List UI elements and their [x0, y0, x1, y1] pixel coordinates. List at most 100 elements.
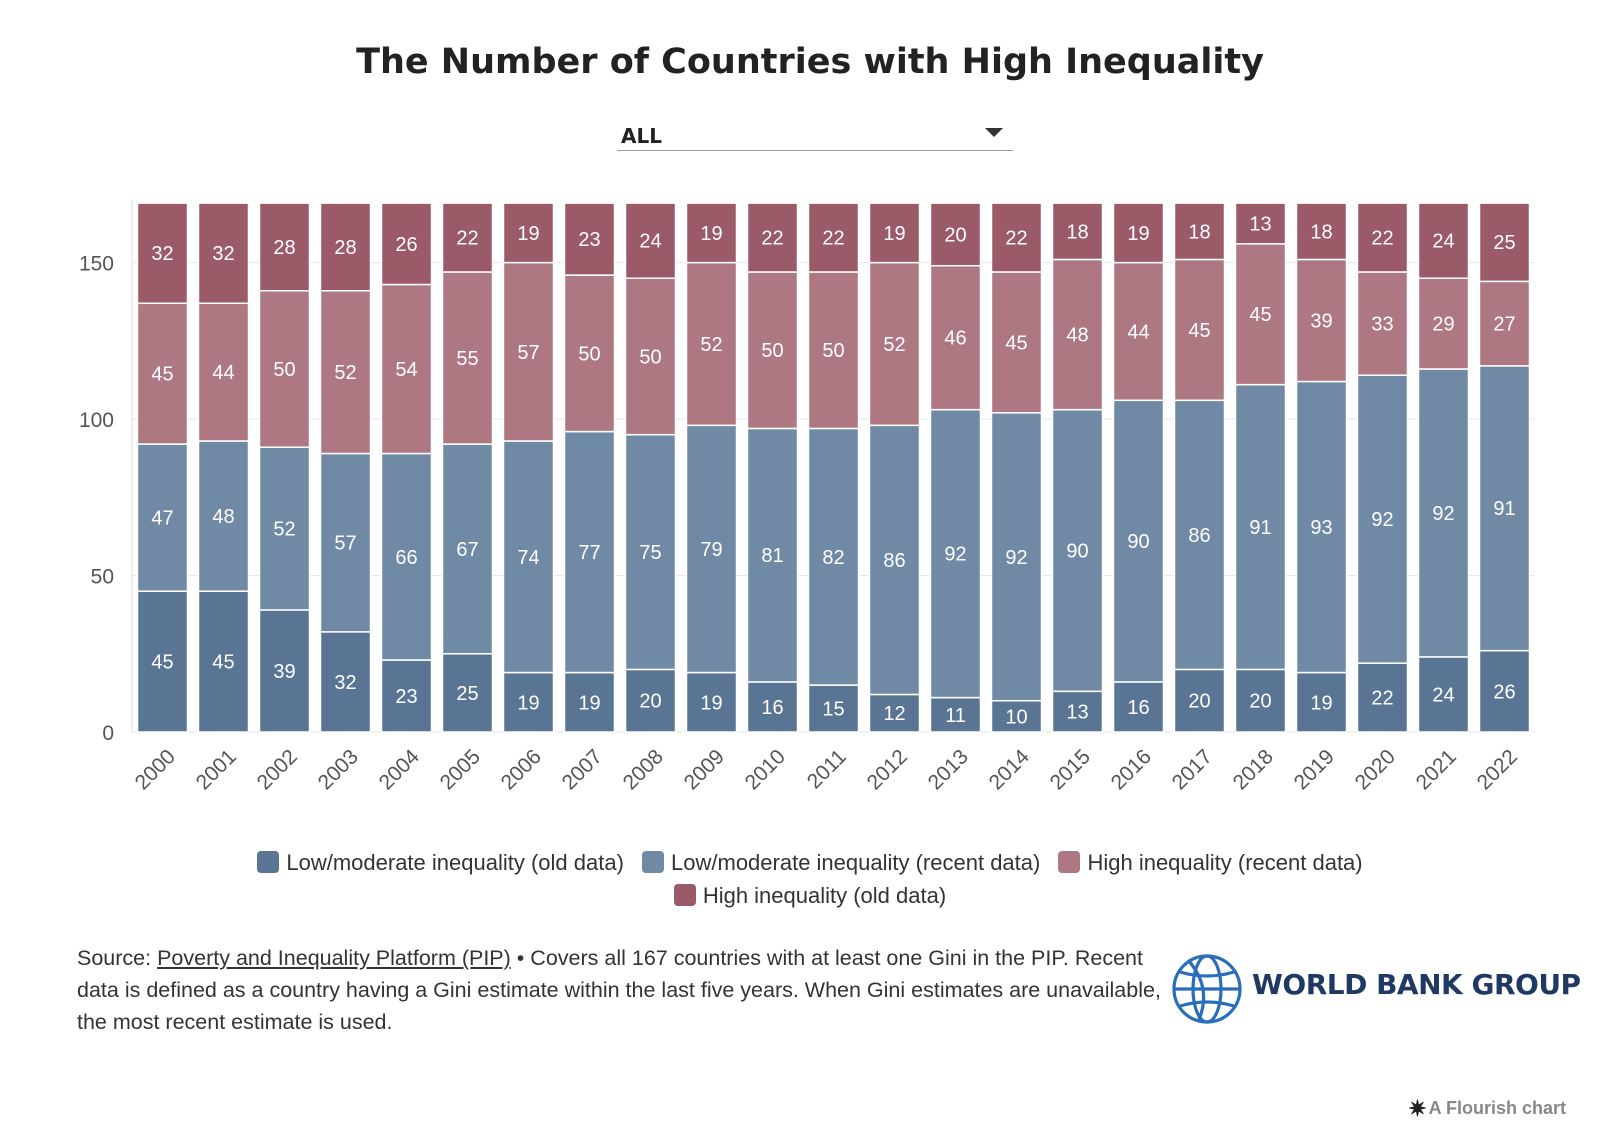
bar-segment[interactable]: [380, 659, 433, 733]
data-label: 39: [273, 661, 295, 683]
bar-segment[interactable]: [868, 202, 921, 264]
x-tick-label: 2010: [741, 745, 790, 794]
data-label: 91: [1249, 517, 1271, 539]
bar-segment[interactable]: [136, 202, 189, 305]
bar-segment[interactable]: [1417, 368, 1470, 658]
bar-segment[interactable]: [563, 671, 616, 733]
bar-segment[interactable]: [502, 671, 555, 733]
bar-segment[interactable]: [563, 202, 616, 276]
bar-segment[interactable]: [990, 202, 1043, 273]
data-label: 39: [1310, 310, 1332, 332]
bar-segment[interactable]: [502, 440, 555, 674]
bar-segment[interactable]: [197, 202, 250, 305]
bar-segment[interactable]: [685, 671, 738, 733]
bar-segment[interactable]: [1112, 202, 1165, 264]
bar-segment[interactable]: [990, 412, 1043, 702]
bar-segment[interactable]: [1112, 261, 1165, 402]
legend-swatch: [673, 884, 696, 906]
bar-segment[interactable]: [868, 261, 921, 427]
bar-segment[interactable]: [136, 443, 189, 592]
bar-segment[interactable]: [1234, 202, 1287, 245]
bar-segment[interactable]: [258, 609, 311, 733]
bar-segment[interactable]: [807, 427, 860, 686]
bar-segment[interactable]: [1051, 690, 1104, 733]
data-label: 27: [1493, 314, 1515, 336]
bar-segment[interactable]: [380, 283, 433, 455]
bar-segment[interactable]: [1234, 383, 1287, 671]
bar-segment[interactable]: [441, 271, 494, 445]
data-label: 33: [1371, 314, 1393, 336]
bar-segment[interactable]: [1417, 202, 1470, 279]
bar-segment[interactable]: [1417, 656, 1470, 733]
bar-segment[interactable]: [685, 261, 738, 427]
bar-segment[interactable]: [807, 202, 860, 273]
bar-segment[interactable]: [319, 290, 372, 455]
flourish-credit-text: A Flourish chart: [1428, 1098, 1566, 1118]
bar-segment[interactable]: [502, 261, 555, 442]
legend-row-2: High inequality (old data): [0, 879, 1600, 912]
bar-segment[interactable]: [807, 271, 860, 430]
legend-item-low-recent[interactable]: Low/moderate inequality (recent data): [642, 846, 1040, 879]
bar-segment[interactable]: [624, 668, 677, 733]
bar-segment[interactable]: [1356, 662, 1409, 733]
bar-segment[interactable]: [990, 699, 1043, 733]
data-label: 28: [273, 237, 295, 259]
bar-segment[interactable]: [929, 264, 982, 411]
bar-segment[interactable]: [1173, 399, 1226, 671]
bar-segment[interactable]: [624, 277, 677, 436]
chevron-down-icon[interactable]: [985, 128, 1003, 137]
legend-label: High inequality (recent data): [1087, 850, 1363, 875]
data-label: 82: [822, 547, 844, 569]
bar-segment[interactable]: [1356, 202, 1409, 273]
bar-segment[interactable]: [136, 590, 189, 733]
bar-segment[interactable]: [1478, 649, 1531, 733]
bar-segment[interactable]: [1051, 202, 1104, 261]
legend-item-low-old[interactable]: Low/moderate inequality (old data): [257, 846, 624, 879]
source-link[interactable]: Poverty and Inequality Platform (PIP): [157, 946, 511, 970]
bar-segment[interactable]: [1173, 202, 1226, 261]
bar-segment[interactable]: [502, 202, 555, 264]
bar-segment[interactable]: [563, 430, 616, 674]
x-tick-label: 2009: [680, 745, 729, 794]
bar-segment[interactable]: [1478, 202, 1531, 283]
bar-segment[interactable]: [1234, 243, 1287, 386]
data-label: 81: [761, 545, 783, 567]
bar-segment[interactable]: [1051, 408, 1104, 693]
data-label: 57: [334, 533, 356, 555]
bar-segment[interactable]: [1112, 681, 1165, 733]
bar-segment[interactable]: [1295, 671, 1348, 733]
legend-item-high-old[interactable]: High inequality (old data): [673, 879, 946, 912]
bar-segment[interactable]: [258, 202, 311, 292]
x-tick-label: 2022: [1473, 745, 1522, 794]
x-tick-label: 2019: [1290, 745, 1339, 794]
bar-segment[interactable]: [319, 202, 372, 292]
bar-segment[interactable]: [1295, 258, 1348, 383]
bar-segment[interactable]: [1112, 399, 1165, 683]
bar-segment[interactable]: [1234, 668, 1287, 733]
bar-segment[interactable]: [319, 452, 372, 633]
bar-segment[interactable]: [441, 443, 494, 655]
bar-segment[interactable]: [1417, 277, 1470, 370]
flourish-credit[interactable]: ✷ A Flourish chart: [1408, 1096, 1566, 1122]
bar-segment[interactable]: [868, 424, 921, 696]
bar-segment[interactable]: [380, 202, 433, 286]
filter-dropdown[interactable]: ALL: [617, 118, 1013, 151]
bar-segment[interactable]: [685, 202, 738, 264]
bar-segment[interactable]: [563, 274, 616, 433]
legend-item-high-recent[interactable]: High inequality (recent data): [1058, 846, 1363, 879]
bar-segment[interactable]: [1173, 668, 1226, 733]
bar-segment[interactable]: [929, 202, 982, 267]
bar-segment[interactable]: [380, 452, 433, 661]
bar-segment[interactable]: [1295, 202, 1348, 261]
bar-segment[interactable]: [441, 202, 494, 273]
bar-segment[interactable]: [624, 202, 677, 279]
bar-segment[interactable]: [319, 631, 372, 733]
bar-segment[interactable]: [197, 302, 250, 442]
bar-segment[interactable]: [990, 271, 1043, 414]
bar-segment[interactable]: [1356, 374, 1409, 664]
bar-segment[interactable]: [258, 446, 311, 611]
bar-segment[interactable]: [624, 433, 677, 671]
data-label: 44: [1127, 321, 1149, 343]
bar-segment[interactable]: [746, 202, 799, 273]
bar-segment[interactable]: [929, 408, 982, 699]
